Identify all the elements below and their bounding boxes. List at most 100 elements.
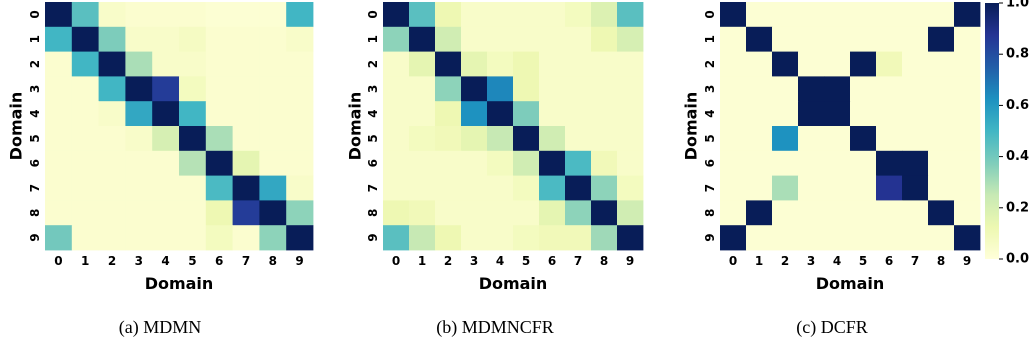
heatmap-cell	[461, 2, 488, 28]
heatmap-cell	[954, 150, 981, 176]
y-tick-label: 8	[366, 209, 380, 217]
heatmap-cell	[286, 26, 314, 52]
heatmap-cell	[902, 200, 929, 226]
heatmap-cell	[71, 175, 99, 201]
heatmap-cell	[259, 51, 287, 77]
heatmap-cell	[746, 175, 773, 201]
heatmap-cell	[513, 200, 540, 226]
y-tick-label: 0	[366, 10, 380, 18]
heatmap-cell	[205, 51, 233, 77]
y-tick-label: 6	[28, 159, 42, 167]
heatmap-cell	[746, 51, 773, 77]
heatmap-cell	[954, 26, 981, 52]
heatmap-cell	[45, 150, 73, 176]
heatmap-cell	[383, 200, 410, 226]
heatmap-cell	[286, 126, 314, 152]
heatmap-cell	[617, 200, 644, 226]
heatmap-cell	[824, 101, 851, 127]
heatmap-cell	[591, 150, 618, 176]
heatmap-cell	[232, 26, 260, 52]
heatmap-cell	[772, 76, 799, 102]
y-tick-label: 8	[28, 209, 42, 217]
heatmap-cell	[617, 76, 644, 102]
heatmap-cell	[720, 76, 747, 102]
heatmap-cell	[125, 101, 153, 127]
x-axis-label: Domain	[479, 274, 548, 293]
heatmap-cell	[45, 225, 73, 251]
heatmap-cell	[232, 225, 260, 251]
heatmap-cell	[798, 76, 825, 102]
heatmap-cell	[45, 101, 73, 127]
heatmap-cell	[259, 26, 287, 52]
heatmap-cell	[876, 126, 903, 152]
heatmap-cell	[125, 76, 153, 102]
heatmap-cell	[232, 175, 260, 201]
subfigure-caption: (a) MDMN	[119, 317, 202, 338]
heatmap-cell	[772, 26, 799, 52]
heatmap-cell	[487, 26, 514, 52]
heatmap-cell	[798, 150, 825, 176]
heatmap-cell	[772, 101, 799, 127]
heatmap-cell	[513, 51, 540, 77]
y-tick-label: 4	[28, 109, 42, 117]
y-tick-label: 1	[28, 35, 42, 43]
heatmap-cell	[125, 200, 153, 226]
colorbar-tick-label: 0.6	[1006, 98, 1029, 113]
heatmap-cell	[902, 2, 929, 28]
heatmap-cell	[746, 76, 773, 102]
heatmap-cell	[565, 51, 592, 77]
heatmap-cell	[513, 26, 540, 52]
heatmap-cell	[152, 175, 180, 201]
heatmap-cell	[954, 2, 981, 28]
x-tick-label: 9	[295, 254, 303, 268]
heatmap-cell	[824, 175, 851, 201]
heatmap-cell	[772, 51, 799, 77]
heatmap-cell	[824, 26, 851, 52]
heatmap-cell	[487, 76, 514, 102]
heatmap-cell	[435, 51, 462, 77]
heatmap-cell	[409, 175, 436, 201]
heatmap-cell	[850, 51, 877, 77]
heatmap-cell	[205, 2, 233, 28]
heatmap-cell	[71, 26, 99, 52]
x-tick-label: 5	[859, 254, 867, 268]
heatmap-cell	[152, 126, 180, 152]
heatmap-cell	[876, 51, 903, 77]
heatmap-cell	[772, 126, 799, 152]
heatmap-cell	[876, 2, 903, 28]
heatmap-cell	[232, 51, 260, 77]
heatmap-cell	[720, 2, 747, 28]
heatmap-cell	[152, 2, 180, 28]
heatmap-cell	[928, 101, 955, 127]
x-tick-label: 0	[54, 254, 62, 268]
heatmap-cell	[746, 26, 773, 52]
heatmap-cell	[259, 200, 287, 226]
heatmap-cell	[179, 175, 207, 201]
heatmap-cell	[928, 2, 955, 28]
colorbar-tick-label: 1.0	[1006, 0, 1029, 11]
y-axis-label: Domain	[682, 92, 701, 161]
heatmap-cell	[45, 76, 73, 102]
heatmap-cell	[513, 76, 540, 102]
heatmap-cell	[617, 225, 644, 251]
heatmap-cell	[850, 76, 877, 102]
heatmap-cell	[772, 200, 799, 226]
heatmap-cell	[954, 225, 981, 251]
heatmap-cell	[876, 225, 903, 251]
heatmap-cell	[286, 175, 314, 201]
heatmap-cell	[98, 26, 126, 52]
heatmap-cell	[720, 101, 747, 127]
heatmap-cell	[876, 175, 903, 201]
heatmap-cell	[902, 126, 929, 152]
heatmap-cell	[461, 26, 488, 52]
x-tick-label: 0	[392, 254, 400, 268]
x-axis-label: Domain	[816, 274, 885, 293]
heatmap-cell	[954, 51, 981, 77]
heatmap-cell	[850, 200, 877, 226]
y-tick-label: 5	[28, 134, 42, 142]
x-tick-label: 2	[444, 254, 452, 268]
x-tick-label: 5	[522, 254, 530, 268]
heatmap-cell	[487, 175, 514, 201]
heatmap-cell	[461, 175, 488, 201]
heatmap-cell	[876, 26, 903, 52]
